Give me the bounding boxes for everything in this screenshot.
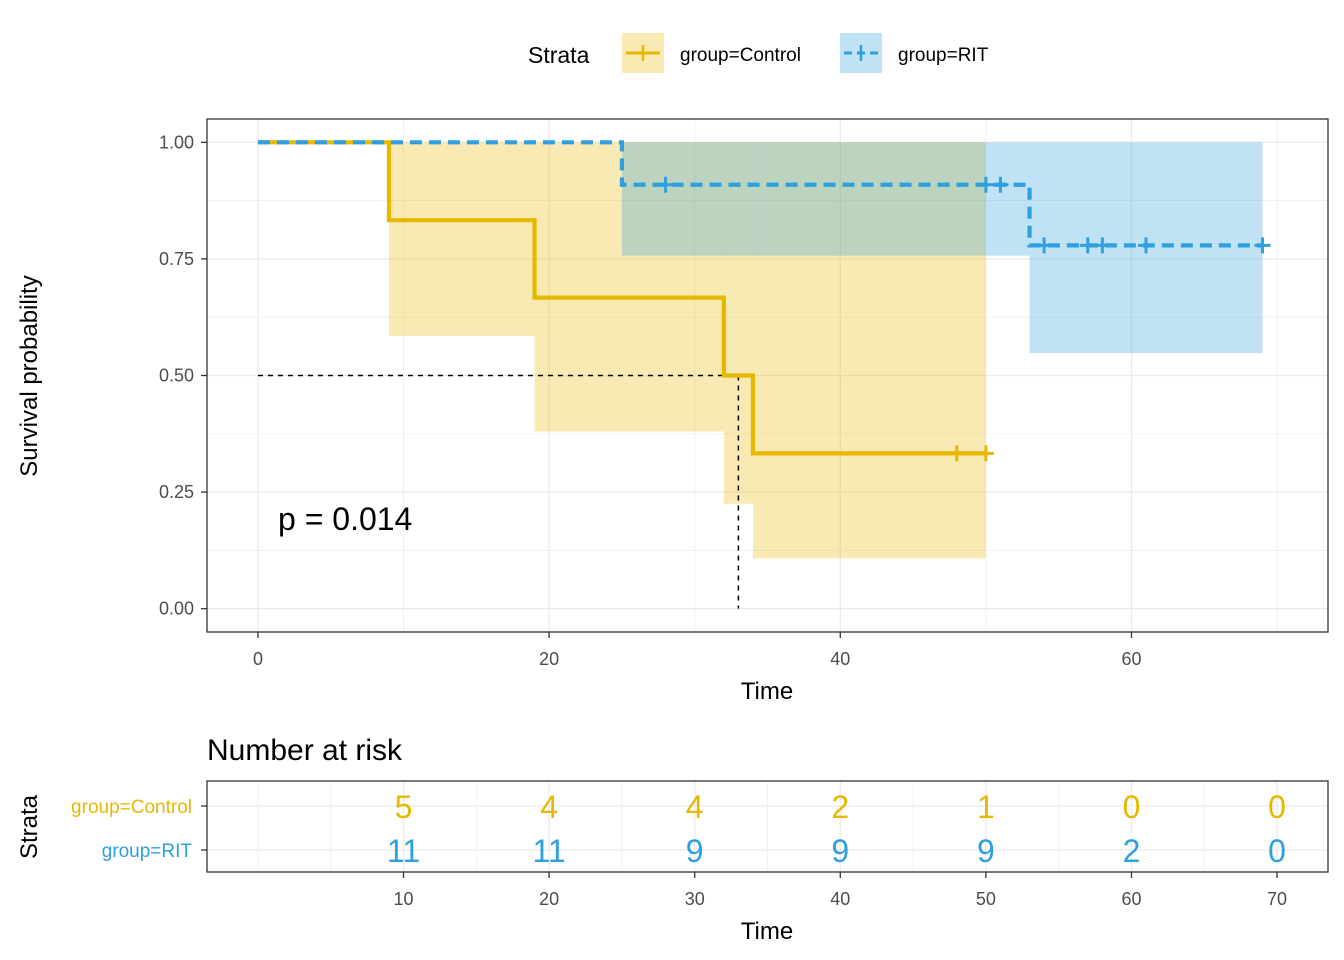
ci-band-control	[723, 142, 753, 504]
risk-table: Number at risk group=Control 5 4 4 2 1 0 0group…	[16, 734, 1329, 945]
censor-mark-rit	[1094, 237, 1111, 254]
y-tick-label: 0.25	[159, 482, 194, 502]
x-axis-ticks: 0 20 40 60	[253, 632, 1141, 669]
risk-x-tick-label: 40	[830, 889, 850, 909]
x-tick-label: 20	[539, 649, 559, 669]
risk-count: 2	[831, 789, 849, 825]
risk-table-title: Number at risk	[207, 734, 403, 767]
risk-count: 9	[977, 833, 995, 869]
risk-panel-border	[206, 780, 1329, 873]
risk-count: 9	[686, 833, 704, 869]
censor-mark-rit	[1138, 237, 1155, 254]
ci-band-control	[752, 142, 986, 559]
x-tick-label: 0	[253, 649, 263, 669]
x-tick-label: 60	[1121, 649, 1141, 669]
risk-count: 0	[1268, 833, 1286, 869]
risk-x-tick-label: 70	[1267, 889, 1287, 909]
ci-band-control	[534, 142, 724, 432]
main-gridlines	[207, 119, 1328, 632]
y-tick-label: 0.00	[159, 599, 194, 619]
risk-x-tick-label: 20	[539, 889, 559, 909]
survival-curves	[257, 140, 1263, 456]
risk-count: 4	[540, 789, 558, 825]
median-survival-lines	[257, 374, 740, 609]
risk-rows: group=Control 5 4 4 2 1 0 0 group=RIT 11 11 9 9 9 2 0	[71, 789, 1286, 869]
risk-count: 5	[395, 789, 413, 825]
risk-x-tick-label: 50	[976, 889, 996, 909]
risk-x-axis-title: Time	[741, 918, 793, 945]
risk-count: 2	[1123, 833, 1141, 869]
risk-count: 11	[533, 833, 566, 869]
legend-label-control: group=Control	[680, 45, 801, 66]
censor-mark-control	[948, 445, 965, 462]
y-axis-title: Survival probability	[16, 275, 43, 476]
y-tick-label: 0.75	[159, 249, 194, 269]
risk-x-tick-label: 30	[685, 889, 705, 909]
y-tick-label: 1.00	[159, 132, 194, 152]
legend-label-rit: group=RIT	[898, 45, 989, 66]
censor-mark-rit	[1254, 237, 1271, 254]
censor-marks	[657, 176, 1271, 462]
risk-y-axis-title: Strata	[16, 794, 43, 859]
risk-row-label: group=Control	[71, 797, 192, 818]
risk-x-tick-label: 10	[394, 889, 414, 909]
x-axis-title: Time	[741, 678, 793, 705]
confidence-bands	[388, 142, 1263, 559]
risk-count: 11	[387, 833, 420, 869]
x-tick-label: 40	[830, 649, 850, 669]
survival-line-rit	[257, 140, 1263, 248]
censor-mark-rit	[992, 176, 1009, 193]
censor-mark-rit	[1079, 237, 1096, 254]
legend: Strata group=Control group=RIT	[528, 33, 989, 73]
risk-row-label: group=RIT	[102, 841, 193, 862]
risk-count: 0	[1268, 789, 1286, 825]
ci-band-control	[388, 142, 535, 336]
censor-mark-rit	[1036, 237, 1053, 254]
censor-mark-rit	[977, 176, 994, 193]
risk-count: 9	[831, 833, 849, 869]
risk-x-tick-label: 60	[1121, 889, 1141, 909]
ci-band-rit	[621, 142, 1030, 256]
risk-x-axis-ticks: 10 20 30 40 50 60 70	[394, 872, 1287, 909]
survival-line-control	[257, 140, 986, 456]
p-value-label: p = 0.014	[278, 501, 412, 537]
censor-mark-control	[977, 445, 994, 462]
y-axis-ticks: 0.00 0.25 0.50 0.75 1.00	[159, 132, 207, 619]
survival-plot: 0.00 0.25 0.50 0.75 1.00 0 20 40 60 p = 0.014 T…	[16, 118, 1329, 705]
risk-count: 0	[1123, 789, 1141, 825]
risk-gridlines	[207, 781, 1328, 872]
risk-count: 4	[686, 789, 704, 825]
y-tick-label: 0.50	[159, 366, 194, 386]
risk-count: 1	[977, 789, 995, 825]
censor-mark-rit	[657, 176, 674, 193]
legend-title: Strata	[528, 42, 590, 68]
